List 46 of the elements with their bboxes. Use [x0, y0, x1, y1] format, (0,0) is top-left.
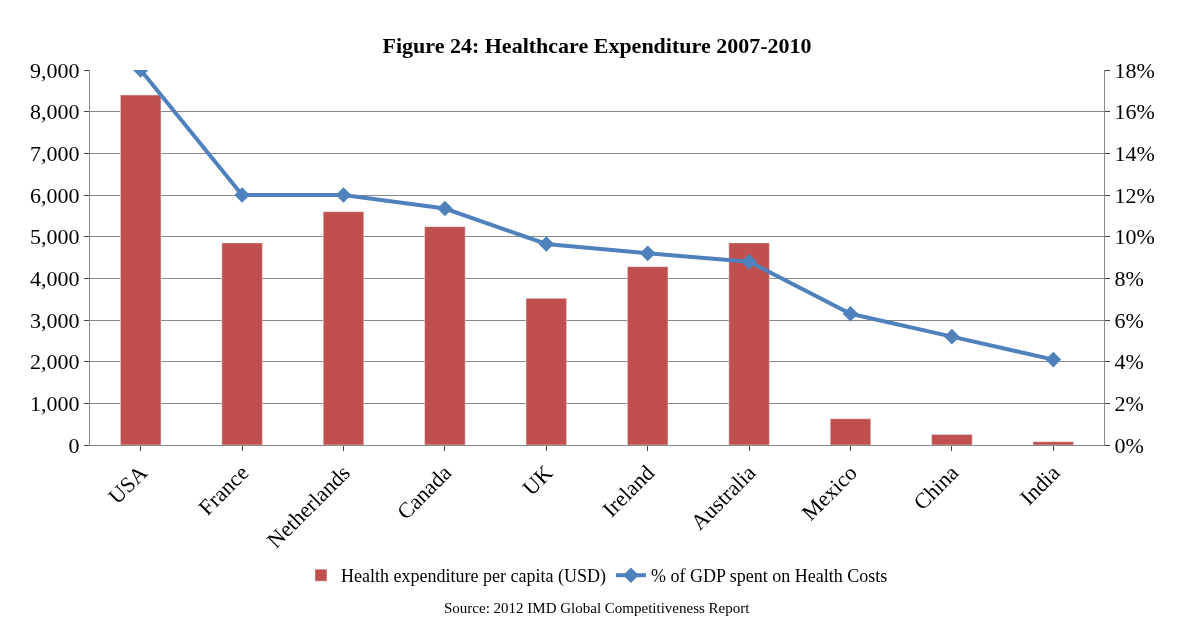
y2-tick-label: 18% — [1114, 57, 1155, 83]
y2-tick-label: 4% — [1114, 349, 1144, 375]
x-tick-label: USA — [103, 459, 153, 509]
y2-tick-label: 14% — [1114, 141, 1155, 167]
point — [741, 253, 757, 270]
bar — [120, 94, 162, 445]
y-tick-label: 9,000 — [30, 57, 80, 83]
y2-tick-label: 10% — [1114, 224, 1155, 250]
point — [335, 187, 352, 203]
point — [234, 187, 250, 203]
y2-tick-label: 0% — [1114, 432, 1144, 458]
bar — [728, 242, 770, 445]
point — [639, 245, 656, 262]
legend-label: Health expenditure per capita (USD) — [341, 566, 606, 588]
source-note: Source: 2012 IMD Global Competitiveness Report — [444, 600, 751, 616]
y2-tick-label: 8% — [1114, 266, 1144, 292]
y-tick-label: 8,000 — [30, 99, 80, 125]
bar — [627, 266, 669, 445]
bar — [1032, 441, 1074, 445]
bar — [931, 434, 973, 445]
bar — [322, 211, 365, 445]
y2-tick-label: 16% — [1114, 99, 1155, 125]
y2-tick-label: 12% — [1114, 182, 1155, 208]
bar — [829, 418, 872, 445]
y-tick-label: 1,000 — [30, 391, 80, 417]
bar — [221, 242, 263, 445]
chart-title: Figure 24: Healthcare Expenditure 2007-2010 — [382, 32, 812, 58]
point — [944, 328, 960, 345]
bar — [424, 226, 466, 445]
y-tick-label: 5,000 — [30, 224, 80, 250]
point — [1045, 351, 1062, 368]
y-tick-label: 4,000 — [30, 266, 80, 292]
y2-tick-label: 2% — [1114, 391, 1144, 417]
y-tick-label: 7,000 — [30, 141, 80, 167]
legend-label: % of GDP spent on Health Costs — [650, 566, 888, 587]
point — [437, 200, 453, 217]
y-tick-label: 6,000 — [30, 182, 80, 208]
bar — [525, 298, 567, 445]
y-tick-label: 3,000 — [30, 307, 80, 333]
x-tick-label: UK — [517, 459, 558, 501]
y-tick-label: 0 — [68, 432, 80, 458]
point — [842, 305, 859, 322]
y-tick-label: 2,000 — [30, 349, 80, 375]
x-tick-label: India — [1014, 459, 1065, 510]
y2-tick-label: 6% — [1114, 307, 1144, 333]
point — [538, 236, 555, 252]
